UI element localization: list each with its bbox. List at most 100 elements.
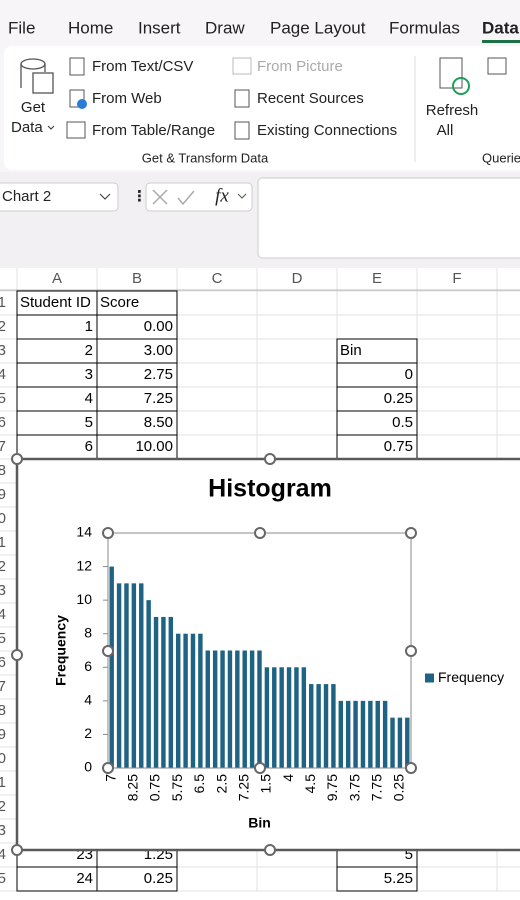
- row-header: 18: [0, 702, 6, 719]
- selection-handle: [254, 527, 266, 539]
- bar: [235, 650, 240, 768]
- column-header: F: [452, 270, 461, 287]
- cell: 0.25: [384, 390, 413, 407]
- row-header: 12: [0, 558, 6, 575]
- chart[interactable]: Histogram 0 2 4 6 8 10 12 14 Frequency Bin 7 8.25 0.7…: [11, 453, 520, 856]
- name-box[interactable]: [0, 182, 119, 212]
- x-tick-label: 5.75: [169, 774, 185, 801]
- chevron: [99, 193, 111, 200]
- ribbon-item[interactable]: From Text/CSV: [92, 58, 193, 75]
- row-header: 10: [0, 510, 6, 527]
- chevron: [237, 193, 247, 199]
- selection-handle: [11, 453, 23, 465]
- row-header: 1: [0, 294, 6, 311]
- y-tick-label: 0: [84, 759, 92, 775]
- cell: 1: [85, 318, 93, 335]
- cell: 0.5: [392, 414, 413, 431]
- column-header: C: [212, 270, 223, 287]
- bar: [338, 700, 344, 768]
- cell-border: [336, 866, 418, 892]
- cell: 5: [85, 414, 93, 431]
- bar: [139, 583, 144, 768]
- selection-handle: [11, 649, 23, 661]
- tab-active[interactable]: Data: [482, 18, 519, 37]
- tab[interactable]: Insert: [138, 18, 181, 37]
- cell: Student ID: [20, 294, 91, 311]
- row-header: 25: [0, 870, 6, 887]
- cell-border: [96, 866, 178, 892]
- row-header: 8: [0, 462, 6, 479]
- cell: 5.25: [384, 870, 413, 887]
- row-header: 5: [0, 390, 6, 407]
- y-tick-label: 2: [84, 725, 92, 741]
- tab-underline: [482, 40, 520, 43]
- column-header: E: [372, 270, 382, 287]
- button-label: Data: [11, 119, 43, 136]
- bar: [382, 700, 388, 768]
- icon: [77, 99, 87, 109]
- selection-handle: [102, 527, 114, 539]
- cell: 7.25: [144, 390, 173, 407]
- bar: [183, 633, 188, 768]
- bar: [168, 616, 174, 768]
- bar: [257, 650, 262, 768]
- row-header: 13: [0, 582, 6, 599]
- bar: [205, 650, 210, 768]
- bar: [220, 650, 225, 768]
- selection-handle: [11, 844, 23, 856]
- column-header-bar: [0, 268, 520, 290]
- y-tick-label: 6: [84, 658, 92, 674]
- bar: [323, 684, 329, 768]
- ribbon-item[interactable]: From Web: [92, 90, 162, 107]
- row-header: 2: [0, 318, 6, 335]
- tab[interactable]: File: [8, 18, 35, 37]
- row-header: 3: [0, 342, 6, 359]
- bar: [360, 700, 366, 768]
- chevron: [47, 125, 55, 130]
- ribbon-item[interactable]: Recent Sources: [257, 90, 364, 107]
- row-header: 11: [0, 534, 6, 551]
- icon: [232, 57, 252, 75]
- fx-button[interactable]: fx: [215, 185, 229, 206]
- tab[interactable]: Home: [68, 18, 113, 37]
- selection-handle: [405, 645, 417, 657]
- bar: [109, 566, 114, 768]
- icon: [152, 189, 195, 206]
- row-header: 6: [0, 414, 6, 431]
- row-header: 7: [0, 438, 6, 455]
- bar: [116, 583, 122, 768]
- bar: [405, 717, 410, 768]
- y-tick-label: 8: [84, 624, 92, 640]
- bar: [190, 633, 196, 768]
- row-header: 14: [0, 606, 6, 623]
- selection-handle: [405, 762, 417, 774]
- cell: 10.00: [135, 438, 173, 455]
- formula-input[interactable]: [257, 177, 520, 259]
- ribbon-item[interactable]: From Table/Range: [92, 122, 215, 139]
- bar: [161, 616, 166, 768]
- refresh-button[interactable]: Refresh All: [426, 57, 479, 139]
- bar: [368, 700, 373, 768]
- y-tick-label: 14: [76, 524, 92, 540]
- icon: [439, 57, 463, 89]
- chart-area: [15, 457, 520, 852]
- selection-handle: [102, 645, 114, 657]
- tab[interactable]: Draw: [205, 18, 245, 37]
- x-tick-label: 0.25: [391, 774, 407, 801]
- x-tick-label: 0.75: [147, 774, 163, 801]
- get-data-button[interactable]: Get Data: [11, 58, 55, 136]
- cell: Score: [100, 294, 139, 311]
- cell: Bin: [340, 342, 362, 359]
- bar: [146, 600, 151, 768]
- icon: [234, 89, 250, 108]
- ribbon-item[interactable]: Existing Connections: [257, 122, 397, 139]
- cell: 5: [405, 846, 413, 863]
- tab[interactable]: Page Layout: [270, 18, 366, 37]
- column-header: B: [132, 270, 142, 287]
- cell: 0.75: [384, 438, 413, 455]
- tab[interactable]: Formulas: [389, 18, 460, 37]
- bar: [279, 667, 284, 768]
- bar: [309, 684, 314, 768]
